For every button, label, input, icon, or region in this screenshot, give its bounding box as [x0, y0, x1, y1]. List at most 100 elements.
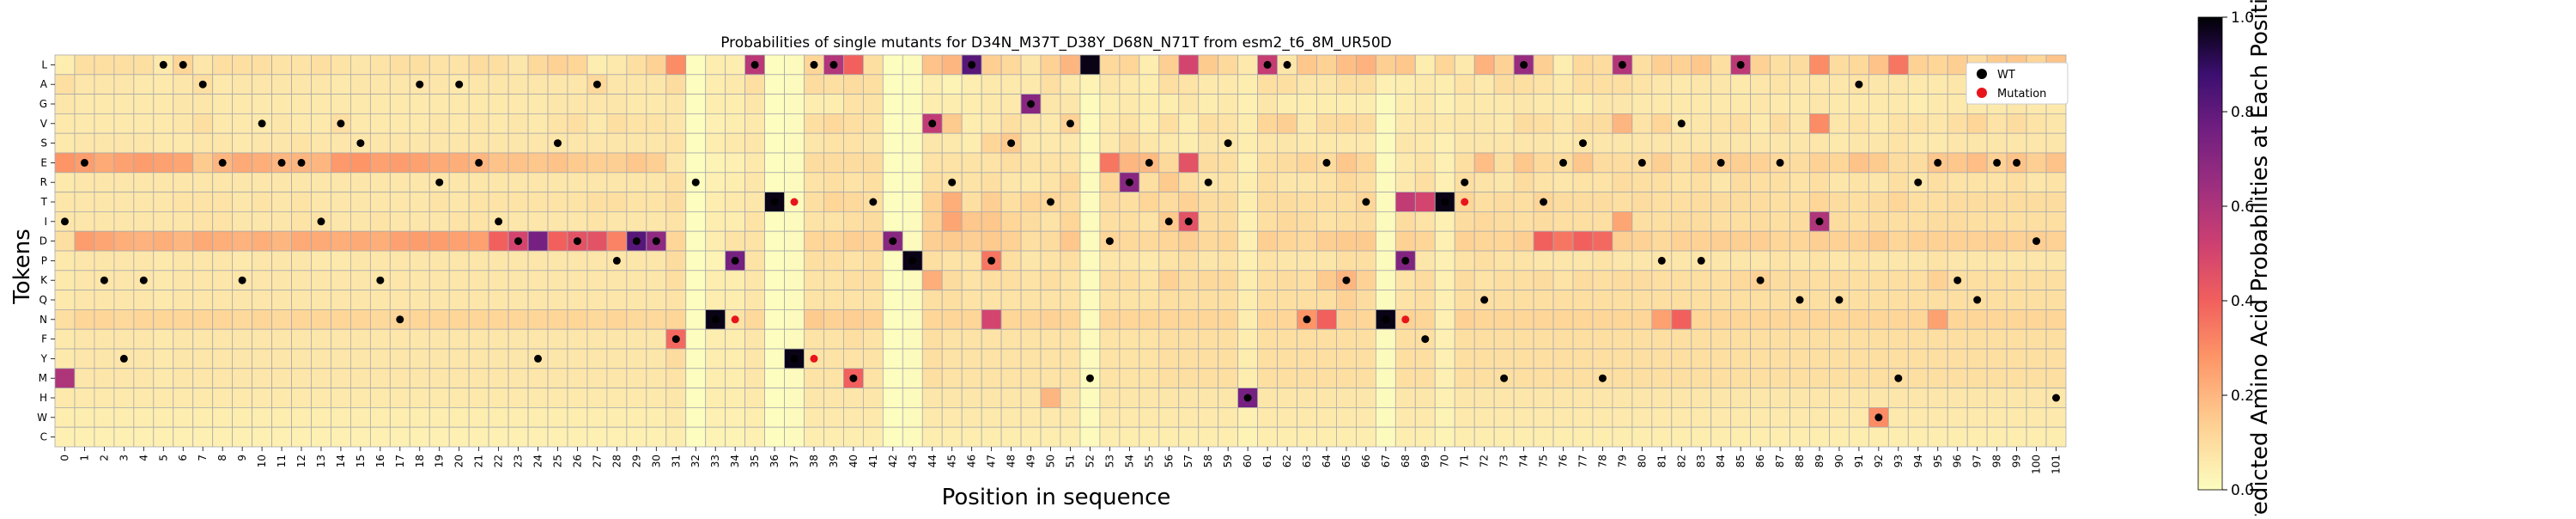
- heatmap-cell: [1513, 230, 1534, 252]
- heatmap-cell: [1710, 290, 1732, 310]
- heatmap-cell: [1829, 172, 1850, 193]
- heatmap-cell: [1277, 328, 1297, 350]
- heatmap-cell: [291, 113, 312, 134]
- heatmap-cell: [1277, 308, 1297, 330]
- x-tick-label: 21: [473, 455, 485, 467]
- heatmap-cell: [2006, 388, 2027, 408]
- wt-marker: [1283, 60, 1291, 69]
- heatmap-cell: [1829, 113, 1850, 134]
- heatmap-cell: [1336, 113, 1357, 134]
- x-tick-label: 76: [1558, 455, 1570, 467]
- heatmap-cell: [1040, 328, 1061, 350]
- heatmap-cell: [1099, 348, 1121, 369]
- heatmap-cell: [764, 152, 785, 174]
- heatmap-cell: [1297, 172, 1317, 193]
- heatmap-cell: [1237, 368, 1259, 388]
- heatmap-cell: [74, 426, 95, 448]
- heatmap-cell: [389, 348, 410, 369]
- heatmap-cell: [961, 328, 982, 350]
- heatmap-cell: [646, 308, 667, 330]
- heatmap-cell: [1770, 192, 1790, 212]
- heatmap-cell: [1119, 94, 1140, 114]
- heatmap-cell: [1079, 192, 1101, 212]
- heatmap-cell: [2026, 152, 2047, 174]
- heatmap-cell: [1927, 211, 1948, 232]
- heatmap-cell: [1789, 426, 1810, 448]
- heatmap-cell: [1533, 74, 1554, 95]
- x-tick-label: 67: [1380, 455, 1392, 467]
- heatmap-cell: [1849, 290, 1869, 310]
- heatmap-cell: [1789, 368, 1810, 388]
- heatmap-cell: [74, 348, 95, 369]
- heatmap-cell: [1493, 230, 1515, 252]
- heatmap-cell: [212, 270, 234, 290]
- heatmap-cell: [1218, 94, 1239, 114]
- heatmap-cell: [1572, 54, 1594, 76]
- heatmap-cell: [1572, 368, 1594, 388]
- heatmap-cell: [74, 328, 95, 350]
- heatmap-cell: [1947, 368, 1968, 388]
- wt-marker: [1697, 256, 1705, 265]
- heatmap-cell: [1651, 54, 1673, 76]
- heatmap-cell: [725, 230, 746, 252]
- heatmap-cell: [54, 54, 76, 76]
- heatmap-cell: [1099, 388, 1121, 408]
- heatmap-cell: [1513, 113, 1534, 134]
- heatmap-cell: [1297, 348, 1317, 369]
- heatmap-cell: [1277, 270, 1297, 290]
- heatmap-cell: [1493, 406, 1515, 428]
- heatmap-cell: [862, 132, 884, 154]
- wt-marker: [1578, 139, 1587, 148]
- heatmap-cell: [1237, 230, 1259, 252]
- heatmap-cell: [1750, 388, 1771, 408]
- heatmap-cell: [192, 426, 214, 448]
- heatmap-cell: [1533, 211, 1554, 232]
- heatmap-cell: [488, 113, 509, 134]
- heatmap-cell: [1809, 172, 1830, 193]
- heatmap-cell: [113, 328, 135, 350]
- heatmap-cell: [646, 192, 667, 212]
- heatmap-cell: [113, 270, 135, 290]
- wt-marker: [356, 139, 365, 148]
- heatmap-cell: [54, 132, 76, 154]
- heatmap-cell: [1671, 54, 1692, 76]
- heatmap-cell: [74, 308, 95, 330]
- heatmap-cell: [1612, 132, 1633, 154]
- heatmap-cell: [2045, 368, 2067, 388]
- heatmap-cell: [2045, 328, 2067, 350]
- heatmap-cell: [921, 426, 943, 448]
- heatmap-cell: [1060, 132, 1081, 154]
- heatmap-cell: [1079, 290, 1101, 310]
- heatmap-cell: [1257, 426, 1278, 448]
- heatmap-cell: [606, 132, 628, 154]
- heatmap-cell: [1020, 388, 1042, 408]
- heatmap-cell: [1691, 74, 1712, 95]
- heatmap-cell: [1533, 94, 1554, 114]
- heatmap-cell: [1434, 74, 1455, 95]
- heatmap-cell: [1868, 308, 1889, 330]
- heatmap-cell: [1158, 308, 1180, 330]
- heatmap-cell: [1770, 406, 1790, 428]
- heatmap-cell: [1099, 308, 1121, 330]
- heatmap-cell: [350, 308, 371, 330]
- heatmap-cell: [389, 368, 410, 388]
- heatmap-cell: [153, 426, 174, 448]
- heatmap-cell: [941, 250, 963, 272]
- heatmap-cell: [1414, 290, 1436, 310]
- heatmap-cell: [448, 426, 470, 448]
- heatmap-cell: [981, 406, 1002, 428]
- heatmap-cell: [1454, 328, 1475, 350]
- heatmap-cell: [428, 192, 450, 212]
- colorbar-tick-label: 0.6: [2231, 198, 2254, 216]
- heatmap-cell: [389, 132, 410, 154]
- heatmap-cell: [1434, 348, 1455, 369]
- heatmap-cell: [1710, 368, 1732, 388]
- heatmap-cell: [74, 74, 95, 95]
- heatmap-cell: [1513, 308, 1534, 330]
- heatmap-cell: [567, 308, 588, 330]
- heatmap-cell: [468, 406, 489, 428]
- heatmap-cell: [212, 113, 234, 134]
- heatmap-cell: [212, 348, 234, 369]
- wt-marker: [1598, 374, 1607, 382]
